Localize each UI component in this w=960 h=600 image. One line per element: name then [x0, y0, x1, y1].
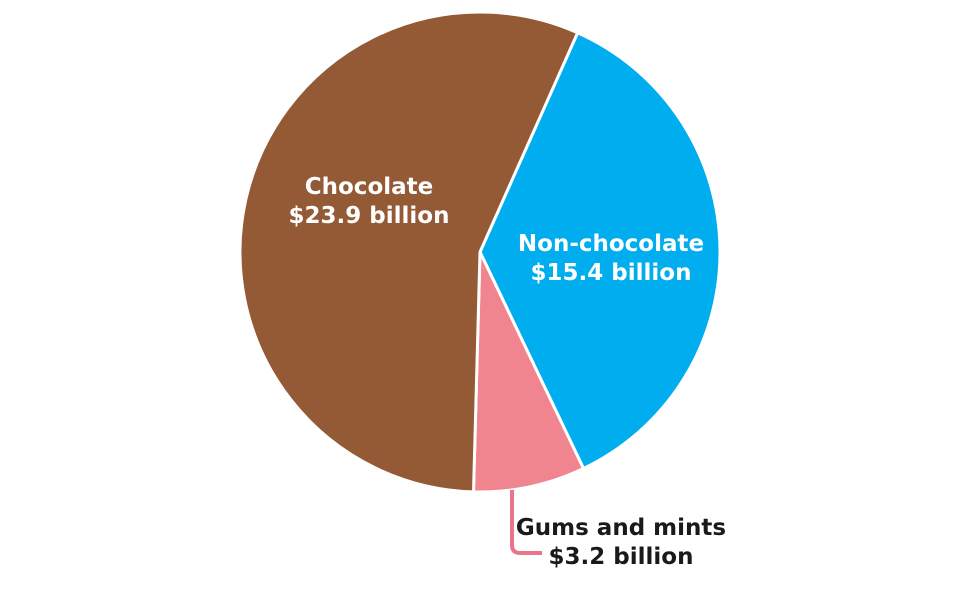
slice-label-gums-and-mints: Gums and mints [516, 515, 726, 541]
pie-slice-gums-and-mints [471, 251, 586, 494]
pie-slices [238, 10, 722, 494]
slice-label-non-chocolate: Non-chocolate [518, 231, 704, 257]
pie-slice-non-chocolate [478, 30, 722, 471]
leader-line-gums-and-mints [510, 490, 542, 555]
slice-value-non-chocolate: $15.4 billion [531, 260, 692, 286]
pie-slice-chocolate [238, 10, 580, 494]
slice-value-chocolate: $23.9 billion [289, 203, 450, 229]
slice-label-chocolate: Chocolate [305, 174, 434, 200]
slice-value-gums-and-mints: $3.2 billion [549, 544, 694, 570]
